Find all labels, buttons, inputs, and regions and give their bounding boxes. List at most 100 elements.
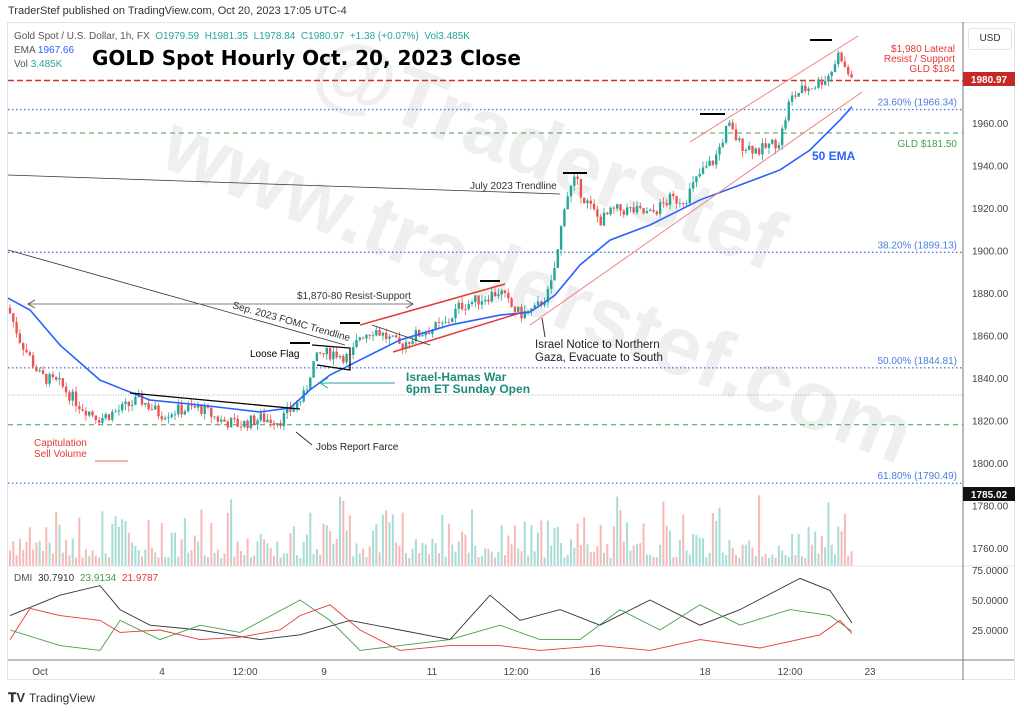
candle-body bbox=[220, 419, 223, 422]
candle-body bbox=[236, 419, 239, 427]
volume-bar bbox=[38, 541, 41, 566]
candle-body bbox=[467, 303, 470, 310]
volume-bar bbox=[167, 556, 170, 566]
volume-bar bbox=[256, 541, 259, 566]
volume-bar bbox=[325, 525, 328, 566]
volume-bar bbox=[593, 552, 596, 566]
volume-bar bbox=[335, 538, 338, 566]
candle-body bbox=[781, 128, 784, 146]
volume-bar bbox=[777, 545, 780, 566]
svg-text:1785.02: 1785.02 bbox=[971, 490, 1008, 501]
candle-body bbox=[444, 321, 447, 323]
volume-bar bbox=[738, 557, 741, 566]
candle-body bbox=[114, 411, 117, 413]
candle-body bbox=[662, 202, 665, 204]
tradingview-logo[interactable]: 𝐓V TradingView bbox=[8, 690, 95, 706]
candle-body bbox=[97, 419, 101, 423]
volume-bar bbox=[843, 513, 846, 566]
volume-bar bbox=[599, 524, 602, 566]
candle-body bbox=[685, 203, 688, 205]
svg-text:6pm ET Sunday Open: 6pm ET Sunday Open bbox=[406, 382, 530, 396]
candle-body bbox=[28, 352, 31, 356]
volume-bar bbox=[418, 553, 421, 566]
candle-body bbox=[213, 416, 216, 418]
volume-bar bbox=[375, 524, 378, 566]
candle-body bbox=[767, 143, 771, 148]
candle-body bbox=[223, 419, 226, 422]
candle-body bbox=[233, 418, 236, 420]
price-axis[interactable]: 1960.00 1940.00 1920.00 1900.00 1880.00 1860.… bbox=[972, 119, 1009, 637]
volume-bar bbox=[197, 541, 200, 566]
volume-bar bbox=[787, 556, 790, 566]
volume-bar bbox=[170, 532, 173, 566]
volume-bar bbox=[484, 548, 487, 566]
vol-legend-value: 3.485K bbox=[30, 59, 63, 70]
volume-bar bbox=[721, 552, 724, 566]
volume-bar bbox=[586, 544, 589, 566]
publisher-line: TraderStef published on TradingView.com,… bbox=[8, 5, 347, 17]
volume-bar bbox=[78, 517, 81, 566]
volume-bar bbox=[728, 540, 731, 566]
volume-bar bbox=[801, 556, 803, 566]
volume-bar bbox=[731, 547, 734, 566]
volume-bar bbox=[758, 495, 761, 566]
candle-body bbox=[262, 413, 266, 422]
candle-body bbox=[121, 403, 124, 411]
volume-bar bbox=[51, 553, 54, 566]
volume-bar bbox=[319, 554, 322, 566]
svg-text:23.9134: 23.9134 bbox=[80, 573, 117, 584]
time-tick: 11 bbox=[427, 667, 438, 678]
volume-bar bbox=[480, 555, 483, 566]
volume-bar bbox=[121, 519, 124, 566]
candles bbox=[8, 50, 853, 432]
candle-body bbox=[850, 74, 853, 78]
time-tick: 4 bbox=[159, 667, 165, 678]
volume-bar bbox=[675, 557, 678, 566]
candle-body bbox=[266, 419, 269, 422]
candle-body bbox=[418, 330, 421, 337]
candle-body bbox=[127, 401, 130, 406]
price-tick: 1760.00 bbox=[972, 544, 1009, 555]
candle-body bbox=[586, 200, 589, 204]
candle-body bbox=[170, 414, 173, 418]
candle-body bbox=[606, 212, 609, 215]
candle-body bbox=[61, 378, 64, 387]
candle-body bbox=[833, 64, 837, 72]
currency-button[interactable]: USD bbox=[968, 28, 1012, 50]
volume-bar bbox=[830, 544, 833, 566]
candle-body bbox=[503, 290, 507, 294]
candle-body bbox=[134, 396, 137, 405]
volume-bar bbox=[385, 510, 388, 566]
volume-bar bbox=[81, 557, 84, 566]
candle-body bbox=[229, 418, 233, 428]
volume-bar bbox=[596, 546, 599, 566]
candle-body bbox=[804, 85, 807, 92]
volume-bar bbox=[748, 540, 751, 566]
candle-body bbox=[345, 354, 348, 363]
candle-body bbox=[25, 349, 28, 353]
time-tick: 12:00 bbox=[503, 667, 528, 678]
candle-body bbox=[800, 85, 804, 93]
candle-body bbox=[276, 422, 279, 425]
volume-bar bbox=[702, 538, 704, 566]
ema-line bbox=[7, 106, 853, 413]
candle-body bbox=[559, 226, 563, 250]
volume-bar bbox=[299, 557, 302, 566]
time-axis[interactable]: Oct 4 12:00 9 11 12:00 16 18 12:00 23 bbox=[32, 667, 876, 678]
ohlc-high: H1981.35 bbox=[204, 31, 249, 42]
candle-body bbox=[299, 401, 302, 403]
ohlc-volume: Vol3.485K bbox=[424, 31, 470, 42]
candle-body bbox=[543, 302, 546, 306]
candle-body bbox=[243, 420, 246, 427]
volume-bar bbox=[441, 514, 444, 566]
candle-body bbox=[553, 268, 556, 281]
candle-body bbox=[328, 347, 332, 360]
candle-body bbox=[536, 301, 540, 306]
volume-bar bbox=[487, 548, 490, 566]
candle-body bbox=[84, 410, 88, 416]
candle-body bbox=[424, 332, 427, 336]
volume-bar bbox=[187, 552, 190, 566]
candle-body bbox=[526, 310, 530, 312]
candle-body bbox=[111, 411, 114, 420]
